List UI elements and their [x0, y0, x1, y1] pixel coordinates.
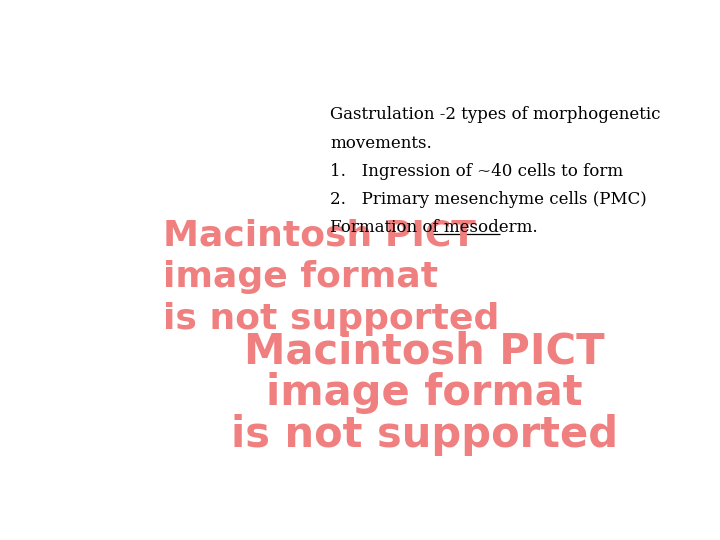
Text: is not supported: is not supported: [163, 302, 499, 336]
Text: Formation of mesoderm.: Formation of mesoderm.: [330, 219, 538, 237]
Text: is not supported: is not supported: [231, 414, 618, 456]
Text: Macintosh PICT: Macintosh PICT: [163, 219, 475, 253]
Text: Gastrulation -2 types of morphogenetic: Gastrulation -2 types of morphogenetic: [330, 106, 660, 123]
Text: image format: image format: [266, 373, 583, 415]
Text: image format: image format: [163, 260, 438, 294]
Text: 1.   Ingression of ~40 cells to form: 1. Ingression of ~40 cells to form: [330, 163, 623, 180]
Text: 2.   Primary mesenchyme cells (PMC): 2. Primary mesenchyme cells (PMC): [330, 191, 647, 208]
Text: Macintosh PICT: Macintosh PICT: [245, 331, 605, 373]
Text: movements.: movements.: [330, 134, 432, 152]
